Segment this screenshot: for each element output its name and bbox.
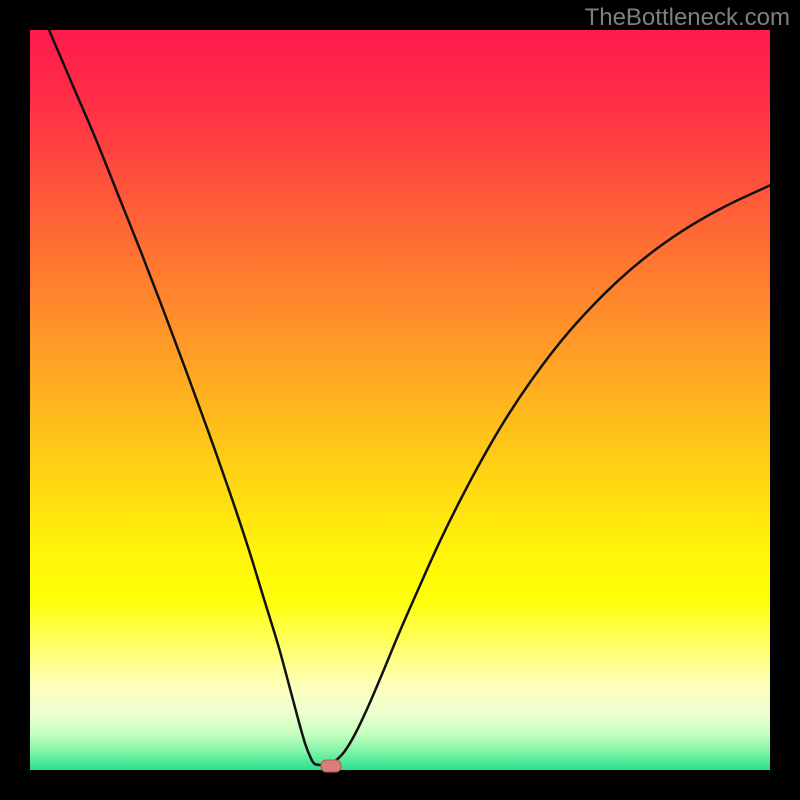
plot-area: [30, 30, 770, 770]
curve-layer: [30, 30, 770, 770]
chart-container: TheBottleneck.com: [0, 0, 800, 800]
bottleneck-curve: [30, 30, 770, 765]
watermark-text: TheBottleneck.com: [585, 4, 790, 32]
notch-marker: [321, 759, 342, 772]
